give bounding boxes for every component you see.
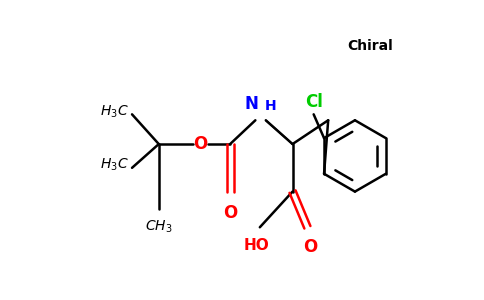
Text: O: O (193, 135, 208, 153)
Text: $H_3C$: $H_3C$ (100, 103, 129, 120)
Text: O: O (303, 238, 318, 256)
Text: HO: HO (244, 238, 270, 253)
Text: Chiral: Chiral (347, 39, 393, 53)
Text: $CH_3$: $CH_3$ (145, 218, 172, 235)
Text: $H_3C$: $H_3C$ (100, 157, 129, 173)
Text: H: H (264, 99, 276, 113)
Text: O: O (223, 203, 237, 221)
Polygon shape (266, 120, 292, 144)
Text: Cl: Cl (305, 93, 323, 111)
Text: N: N (244, 95, 258, 113)
